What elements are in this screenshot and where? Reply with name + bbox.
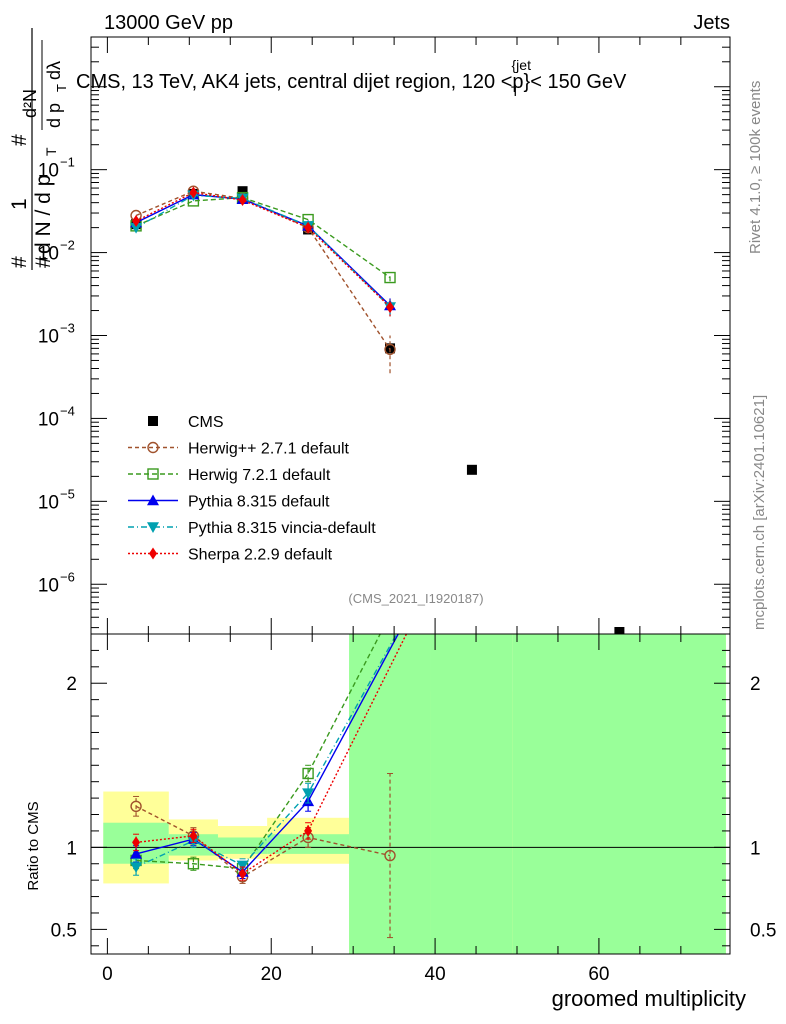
series-marker bbox=[384, 343, 396, 356]
legend-label: Herwig++ 2.7.1 default bbox=[188, 441, 350, 458]
ratio-y-ticks: 0.5 0.5 1 1 2 2 bbox=[51, 633, 776, 947]
series-marker bbox=[189, 186, 198, 199]
main-y-tick-label: 10 bbox=[38, 492, 59, 513]
main-y-tick-exponent: −2 bbox=[60, 238, 75, 253]
ylabel-den-sub: T bbox=[43, 147, 59, 156]
ratio-marker bbox=[130, 862, 143, 874]
cms-data-point bbox=[466, 464, 477, 475]
main-cms-points bbox=[131, 186, 625, 637]
legend-label: Pythia 8.315 default bbox=[188, 494, 330, 511]
main-y-tick-label: 10 bbox=[38, 327, 59, 348]
legend-label-cms: CMS bbox=[188, 414, 224, 431]
main-y-tick-exponent: −5 bbox=[60, 486, 75, 501]
main-y-tick-exponent: −4 bbox=[60, 403, 75, 418]
main-y-tick-label: 10 bbox=[38, 161, 59, 182]
legend-label: Pythia 8.315 vincia-default bbox=[188, 520, 376, 537]
ratio-stat-band bbox=[430, 634, 513, 954]
series-marker bbox=[304, 221, 313, 234]
ratio-marker bbox=[236, 860, 249, 872]
ratio-y-tick-label-right: 1 bbox=[750, 838, 761, 859]
series-line bbox=[135, 194, 391, 308]
ylabel-den-dn: d N / d p bbox=[32, 175, 55, 254]
legend-marker bbox=[147, 522, 159, 533]
main-y-tick-label: 10 bbox=[38, 575, 59, 596]
main-y-tick-exponent: −6 bbox=[60, 569, 75, 584]
legend-marker-cms bbox=[148, 416, 158, 426]
series-marker bbox=[130, 222, 143, 234]
legend-label: Herwig 7.2.1 default bbox=[188, 467, 331, 484]
legend-label: Sherpa 2.2.9 default bbox=[188, 547, 333, 564]
ylabel-den-hash: # bbox=[32, 256, 55, 268]
cms-data-point bbox=[237, 186, 248, 197]
ratio-marker bbox=[304, 824, 313, 837]
x-tick-label: 0 bbox=[102, 964, 113, 985]
series-line bbox=[135, 196, 391, 279]
ylabel-frac-den-sub: T bbox=[54, 84, 69, 92]
ratio-mc-series bbox=[130, 633, 408, 939]
ratio-marker bbox=[130, 847, 143, 859]
main-y-tick-exponent: −1 bbox=[60, 155, 75, 170]
main-y-tick-label: 10 bbox=[38, 244, 59, 265]
ylabel-frac-hash: # bbox=[8, 134, 31, 146]
analysis-id: (CMS_2021_I1920187) bbox=[348, 591, 483, 606]
ratio-y-tick-label: 2 bbox=[66, 674, 77, 695]
ratio-panel: 0.5 0.5 1 1 2 2 0 20 40 60 bbox=[51, 633, 776, 985]
main-panel: 10−610−510−410−310−210−1 CMS, 13 TeV, AK… bbox=[38, 36, 731, 637]
ratio-y-tick-label: 1 bbox=[66, 838, 77, 859]
mcplots-source-label: mcplots.cern.ch [arXiv:2401.10621] bbox=[751, 395, 768, 630]
ratio-y-tick-label-right: 0.5 bbox=[750, 920, 776, 941]
legend-marker bbox=[147, 468, 159, 480]
main-ylabel: # 1 # d N / d p T # d²N d p T dλ bbox=[8, 28, 69, 270]
main-mc-series bbox=[130, 185, 397, 374]
header-left: 13000 GeV pp bbox=[104, 12, 233, 34]
ratio-marker bbox=[132, 836, 141, 849]
cms-data-point bbox=[614, 627, 625, 637]
x-tick-label: 40 bbox=[425, 964, 446, 985]
legend-marker bbox=[147, 494, 159, 506]
main-frame bbox=[90, 36, 731, 635]
series-marker bbox=[238, 194, 247, 207]
series-marker bbox=[132, 215, 141, 228]
ylabel-frac-den: d p bbox=[44, 103, 64, 128]
ratio-uncertainty-bands bbox=[103, 634, 726, 954]
ratio-frame bbox=[90, 633, 731, 955]
ratio-marker bbox=[384, 849, 396, 862]
main-y-tick-label: 10 bbox=[38, 409, 59, 430]
ratio-stat-band bbox=[512, 634, 726, 954]
xlabel: groomed multiplicity bbox=[552, 986, 746, 1011]
ylabel-num-one: 1 bbox=[8, 198, 31, 210]
ylabel-frac-den-tail: dλ bbox=[44, 61, 64, 80]
main-y-ticks: 10−610−510−410−310−210−1 bbox=[38, 46, 730, 629]
ratio-y-tick-label: 0.5 bbox=[51, 920, 77, 941]
plot-title: CMS, 13 TeV, AK4 jets, central dijet reg… bbox=[76, 57, 627, 99]
rivet-version-label: Rivet 4.1.0, ≥ 100k events bbox=[747, 81, 764, 254]
legend: CMS Herwig++ 2.7.1 default Herwig 7.2.1 de… bbox=[128, 414, 376, 564]
main-y-tick-exponent: −3 bbox=[60, 321, 75, 336]
main-x-ticks bbox=[106, 37, 682, 634]
ratio-marker bbox=[130, 800, 142, 813]
ratio-marker bbox=[189, 829, 198, 842]
ratio-ylabel: Ratio to CMS bbox=[25, 801, 42, 890]
x-tick-label: 20 bbox=[261, 964, 282, 985]
ratio-marker bbox=[187, 858, 200, 870]
ratio-x-ticks: 0 20 40 60 bbox=[102, 634, 682, 985]
header-right: Jets bbox=[693, 12, 730, 34]
ratio-marker bbox=[238, 867, 247, 880]
x-tick-label: 60 bbox=[588, 964, 609, 985]
series-line bbox=[135, 190, 391, 350]
legend-marker bbox=[149, 547, 157, 560]
ratio-marker bbox=[302, 788, 315, 800]
ylabel-num-hash: # bbox=[8, 256, 31, 268]
series-marker bbox=[384, 271, 396, 284]
ratio-marker bbox=[302, 767, 314, 780]
legend-marker bbox=[147, 441, 159, 454]
ratio-y-tick-label-right: 2 bbox=[750, 674, 761, 695]
series-marker bbox=[386, 301, 395, 314]
ylabel-frac-num: d²N bbox=[20, 89, 40, 118]
